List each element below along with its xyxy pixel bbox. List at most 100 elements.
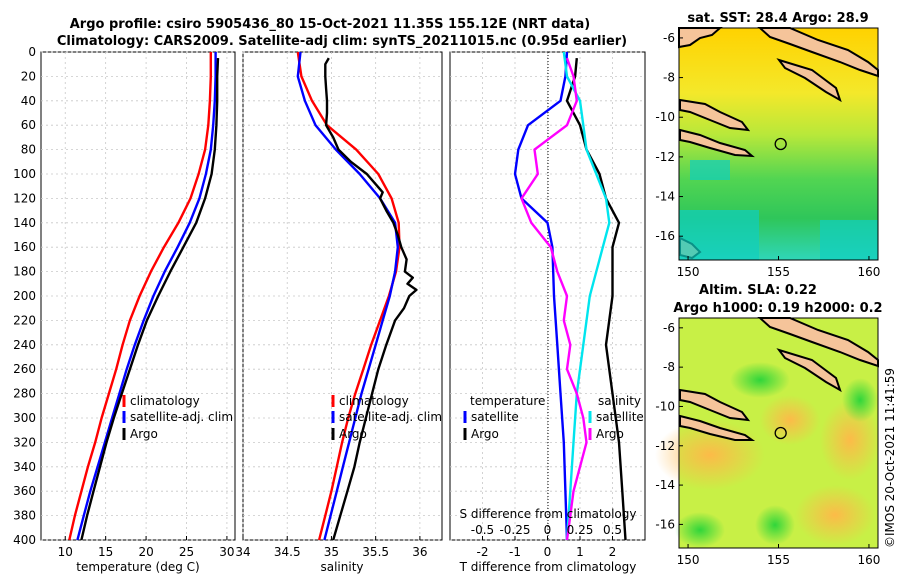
y-tick-label: 280 — [13, 387, 36, 401]
lat-tick-label: -12 — [655, 150, 675, 164]
sla-land-coastline — [679, 317, 879, 441]
y-tick-label: 340 — [13, 460, 36, 474]
temperature-panel: 0 20 40 60 80 100 120 140 160 180 200 220 240 260 280 3… — [13, 45, 236, 574]
salinity-series — [296, 51, 418, 541]
y-tick-label: 360 — [13, 484, 36, 498]
x-tick-label: 35.5 — [362, 545, 389, 559]
sst-map-ticks: 150 155 160 -6 -8 -10 -12 -14 -16 — [655, 31, 880, 279]
s-tick-label: -0.5 — [471, 523, 494, 537]
legend-title-salinity: salinity — [598, 394, 641, 408]
temperature-series — [68, 52, 220, 541]
y-tick-label: 100 — [13, 167, 36, 181]
lat-tick-label: -16 — [655, 517, 675, 531]
legend-label-climatology: climatology — [130, 394, 200, 408]
s-tick-label: -0.25 — [499, 523, 530, 537]
lat-tick-label: -8 — [663, 360, 675, 374]
salinity-panel: 34 34.5 35 35.5 36 salinity climatology sate… — [235, 51, 443, 574]
lon-tick-label: 155 — [767, 553, 790, 567]
difference-series — [513, 51, 627, 541]
series-line — [296, 51, 399, 541]
series-line — [562, 51, 611, 541]
x-tick-label: -1 — [509, 545, 521, 559]
lat-tick-label: -10 — [655, 110, 675, 124]
y-tick-label: 140 — [13, 216, 36, 230]
y-tick-label: 400 — [13, 533, 36, 547]
sst-map-panel: sat. SST: 28.4 Argo: 28.9 — [655, 11, 880, 279]
difference-panel: -2 -1 0 1 2 S difference from climatology -0… — [449, 51, 646, 574]
x-tick-label: 35 — [324, 545, 339, 559]
lon-tick-label: 150 — [677, 265, 700, 279]
y-tick-label: 80 — [21, 143, 36, 157]
sla-low-blob — [842, 378, 878, 422]
sla-low-blob — [755, 505, 795, 545]
salinity-legend: climatology satellite-adj. clim Argo — [331, 394, 442, 441]
series-line — [324, 57, 418, 541]
lat-tick-label: -14 — [655, 478, 675, 492]
temperature-ticks: 0 20 40 60 80 100 120 140 160 180 200 220 240 260 280 3… — [13, 45, 234, 559]
sla-map-panel: Altim. SLA: 0.22 Argo h1000: 0.19 h2000:… — [655, 283, 883, 567]
s-difference-ticks: -0.5 -0.25 0 0.25 0.5 — [471, 523, 622, 537]
y-tick-label: 0 — [28, 45, 36, 59]
sst-cool-patches — [679, 160, 878, 260]
lat-tick-label: -6 — [663, 31, 675, 45]
s-tick-label: 0.5 — [603, 523, 622, 537]
lat-tick-label: -16 — [655, 229, 675, 243]
y-tick-label: 300 — [13, 411, 36, 425]
coast-islands-1 — [776, 58, 842, 103]
x-tick-label: 34 — [235, 545, 250, 559]
legend-label-t-argo: Argo — [471, 427, 499, 441]
y-tick-label: 60 — [21, 118, 36, 132]
salinity-ticks: 34 34.5 35 35.5 36 — [235, 536, 428, 559]
sst-land-coastline — [678, 27, 879, 260]
series-line — [68, 52, 213, 541]
lat-tick-label: -6 — [663, 321, 675, 335]
temperature-xlabel: temperature (deg C) — [76, 560, 199, 574]
legend-label-satellite: satellite-adj. clim — [130, 410, 233, 424]
x-tick-label: 25 — [179, 545, 194, 559]
legend-title-temperature: temperature — [470, 394, 545, 408]
imos-credit: ©IMOS 20-Oct-2021 11:41:59 — [883, 368, 897, 548]
sst-argo-location — [774, 137, 787, 151]
x-tick-label: 1 — [576, 545, 584, 559]
lat-tick-label: -14 — [655, 190, 675, 204]
lon-tick-label: 155 — [767, 265, 790, 279]
sla-map-title: Altim. SLA: 0.22 — [699, 283, 817, 298]
series-line — [565, 57, 627, 541]
sla-high-blob — [795, 485, 875, 545]
y-tick-label: 160 — [13, 240, 36, 254]
x-tick-label: 15 — [98, 545, 113, 559]
x-tick-label: -2 — [477, 545, 489, 559]
series-line — [80, 58, 220, 541]
y-tick-label: 220 — [13, 313, 36, 327]
x-tick-label: 2 — [609, 545, 617, 559]
s-difference-label: S difference from climatology — [460, 507, 637, 521]
sst-map-title: sat. SST: 28.4 Argo: 28.9 — [687, 11, 868, 26]
title-line2: Climatology: CARS2009. Satellite-adj cli… — [57, 34, 627, 49]
title-line1: Argo profile: csiro 5905436_80 15-Oct-20… — [70, 17, 591, 32]
lon-tick-label: 150 — [677, 553, 700, 567]
lat-tick-label: -8 — [663, 71, 675, 85]
sla-low-blob — [730, 362, 790, 398]
s-tick-label: 0.25 — [567, 523, 594, 537]
difference-ticks: -2 -1 0 1 2 — [477, 536, 617, 559]
lon-tick-label: 160 — [858, 553, 881, 567]
y-tick-label: 40 — [21, 94, 36, 108]
x-tick-label: 36 — [412, 545, 427, 559]
legend-label-s-argo: Argo — [596, 427, 624, 441]
sla-low-blob — [675, 512, 725, 548]
legend-label-argo: Argo — [339, 427, 367, 441]
cool-patch — [820, 220, 878, 260]
y-tick-label: 260 — [13, 362, 36, 376]
coast-islands-2 — [679, 98, 751, 132]
y-tick-label: 120 — [13, 191, 36, 205]
x-tick-label: 34.5 — [274, 545, 301, 559]
y-tick-label: 20 — [21, 69, 36, 83]
series-line — [513, 51, 569, 541]
lat-tick-label: -10 — [655, 399, 675, 413]
legend-label-climatology: climatology — [339, 394, 409, 408]
coast-islands-3 — [679, 128, 755, 158]
coast-islands-1 — [776, 348, 842, 393]
temperature-legend: climatology satellite-adj. clim Argo — [122, 394, 233, 441]
series-line — [76, 52, 217, 541]
